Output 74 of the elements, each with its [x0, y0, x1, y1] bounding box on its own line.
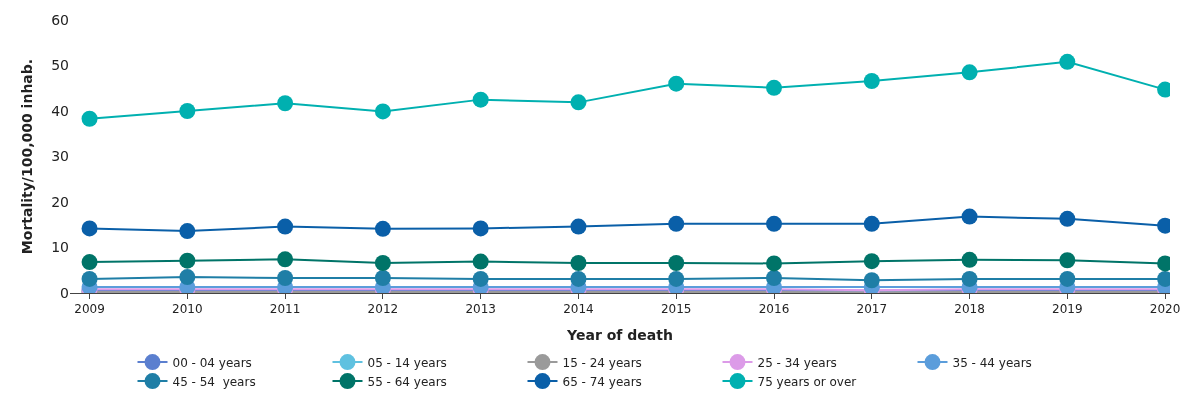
y-axis-title: Mortality/100,000 inhab. — [18, 58, 35, 255]
point — [472, 220, 489, 237]
point — [472, 253, 489, 270]
point — [472, 91, 489, 108]
point — [179, 223, 196, 240]
x-tick-label: 2016 — [758, 302, 790, 317]
legend-label: 65 - 74 years — [562, 374, 642, 389]
point — [277, 95, 294, 112]
x-tick-label: 2013 — [465, 302, 496, 317]
point — [81, 110, 98, 127]
point — [863, 253, 880, 270]
point — [961, 270, 978, 287]
point — [668, 215, 685, 232]
point — [570, 218, 587, 235]
point — [179, 269, 196, 286]
point — [766, 79, 782, 96]
x-tick-label: 2015 — [660, 302, 692, 317]
legend-label: 55 - 64 years — [367, 374, 447, 389]
y-tick-label: 30 — [51, 148, 69, 165]
point — [863, 72, 880, 89]
legend-label: 45 - 54 years — [172, 374, 256, 389]
point — [570, 270, 587, 287]
point — [277, 218, 294, 235]
point — [961, 251, 978, 268]
x-tick-label: 2012 — [367, 302, 399, 317]
y-tick-label: 20 — [51, 193, 69, 210]
point — [766, 269, 782, 286]
point — [374, 269, 391, 286]
legend-label: 35 - 44 years — [952, 355, 1032, 370]
point — [179, 252, 196, 269]
x-tick-label: 2009 — [74, 302, 105, 317]
point — [1059, 210, 1076, 227]
point — [863, 215, 880, 232]
legend-label: 75 years or over — [757, 374, 857, 389]
point — [472, 270, 489, 287]
x-tick-label: 2014 — [563, 302, 594, 317]
point — [81, 220, 98, 237]
x-tick-label: 2019 — [1052, 302, 1083, 317]
point — [1059, 53, 1076, 70]
point — [374, 220, 391, 237]
legend-label: 25 - 34 years — [757, 355, 837, 370]
point — [1059, 252, 1076, 269]
legend-label: 05 - 14 years — [367, 355, 447, 370]
x-tick-label: 2010 — [172, 302, 203, 317]
y-tick-label: 60 — [51, 11, 69, 28]
x-tick-label: 2020 — [1149, 302, 1181, 317]
y-tick-label: 40 — [51, 102, 69, 119]
point — [668, 75, 685, 92]
point — [570, 254, 587, 271]
x-tick-label: 2011 — [269, 302, 301, 317]
legend-label: 00 - 04 years — [172, 355, 252, 370]
point — [570, 94, 587, 111]
x-axis-title: Year of death — [566, 326, 673, 343]
point — [668, 254, 685, 271]
point — [766, 215, 782, 232]
point — [863, 272, 880, 289]
point — [374, 254, 391, 271]
point — [81, 254, 98, 271]
point — [668, 270, 685, 287]
y-tick-label: 10 — [51, 239, 69, 256]
x-tick-label: 2018 — [954, 302, 985, 317]
point — [961, 208, 978, 225]
point — [766, 255, 782, 272]
point — [179, 103, 196, 119]
point — [81, 270, 98, 287]
y-tick-label: 50 — [51, 57, 69, 74]
point — [277, 269, 294, 286]
point — [374, 103, 391, 120]
point — [277, 251, 294, 268]
legend-label: 15 - 24 years — [562, 355, 642, 370]
x-tick-label: 2017 — [856, 302, 888, 317]
y-tick-label: 0 — [60, 284, 69, 301]
point — [961, 64, 978, 81]
point — [1059, 270, 1076, 287]
